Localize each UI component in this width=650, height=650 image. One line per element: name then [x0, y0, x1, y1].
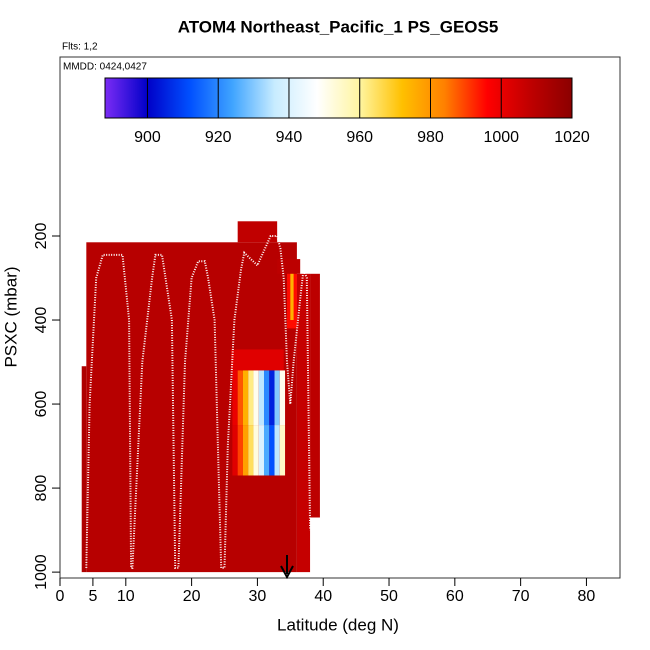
- x-tick-label: 10: [117, 588, 135, 605]
- x-tick-label: 20: [183, 588, 201, 605]
- x-axis-label: Latitude (deg N): [277, 615, 399, 634]
- colorbar-tick-label: 960: [346, 129, 373, 146]
- x-tick-label: 30: [249, 588, 267, 605]
- cell: [242, 425, 249, 476]
- dates-label: MMDD: 0424,0427: [63, 62, 147, 73]
- x-tick-label: 70: [512, 588, 530, 605]
- cell: [269, 370, 275, 426]
- colorbar-tick-label: 1000: [483, 129, 519, 146]
- cell: [263, 425, 270, 476]
- plot-frame: [59, 56, 621, 579]
- cell: [232, 370, 238, 426]
- cell: [279, 425, 286, 476]
- colorbar-tick-label: 920: [205, 129, 232, 146]
- y-tick-label: 800: [33, 475, 50, 502]
- cell: [277, 259, 301, 274]
- colorbar-tick-label: 980: [417, 129, 444, 146]
- cell: [290, 273, 294, 321]
- cell: [231, 349, 284, 371]
- cell: [279, 370, 286, 426]
- y-tick-label: 600: [33, 391, 50, 418]
- cell: [248, 370, 254, 426]
- cell: [258, 425, 264, 476]
- cell: [310, 273, 320, 518]
- cell: [248, 425, 254, 476]
- colorbar-tick-label: 900: [134, 129, 161, 146]
- cell: [258, 370, 264, 426]
- cell: [274, 425, 280, 476]
- cell: [263, 370, 270, 426]
- colorbar-tick-label: 940: [276, 129, 303, 146]
- cell: [237, 370, 243, 426]
- x-tick-label: 0: [56, 588, 65, 605]
- y-axis-label: PSXC (mbar): [1, 266, 20, 367]
- position-arrow-head: [280, 565, 294, 580]
- x-tick-label: 80: [578, 588, 596, 605]
- x-tick-label: 40: [314, 588, 332, 605]
- curtain: [81, 221, 320, 573]
- cell: [253, 370, 259, 426]
- colorbar-tick-label: 1020: [554, 129, 590, 146]
- y-tick-label: 400: [33, 307, 50, 334]
- cell: [269, 425, 275, 476]
- cell: [237, 425, 243, 476]
- flight-track: [85, 235, 312, 569]
- y-tick-label: 200: [33, 223, 50, 250]
- x-tick-label: 50: [380, 588, 398, 605]
- cell: [81, 366, 87, 573]
- x-tick-label: 5: [88, 588, 97, 605]
- chart-title: ATOM4 Northeast_Pacific_1 PS_GEOS5: [178, 17, 499, 36]
- cell: [274, 370, 280, 426]
- x-tick-label: 60: [446, 588, 464, 605]
- cell: [253, 425, 259, 476]
- cell: [237, 221, 278, 243]
- y-tick-label: 1000: [33, 554, 50, 590]
- cell: [232, 425, 238, 476]
- cell: [242, 370, 249, 426]
- colorbar: [104, 77, 573, 119]
- flights-label: Flts: 1,2: [62, 42, 98, 53]
